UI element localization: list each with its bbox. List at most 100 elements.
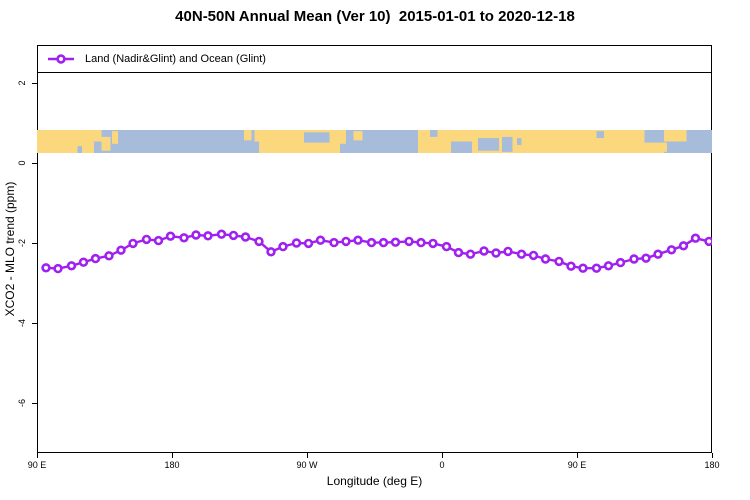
y-axis-tick (32, 403, 37, 404)
y-axis-tick (32, 323, 37, 324)
data-point-marker (540, 254, 551, 264)
map-ocean-patch (644, 130, 664, 143)
data-point-marker (690, 233, 701, 243)
data-series-markers (41, 229, 712, 274)
x-axis-tick-label: 90 W (296, 460, 318, 470)
y-axis-tick-label: 2 (17, 80, 27, 86)
data-point-marker (441, 241, 452, 252)
data-point-marker (228, 230, 239, 241)
map-land-patch (101, 136, 111, 151)
data-point-marker (216, 229, 227, 239)
data-point-marker (678, 241, 689, 251)
map-land-segment (37, 130, 94, 153)
data-point-marker (479, 246, 489, 256)
data-point-marker (128, 238, 138, 249)
y-axis-tick (32, 163, 37, 164)
map-ocean-patch (502, 136, 513, 152)
data-point-marker (41, 263, 51, 273)
x-axis-tick (172, 453, 173, 458)
data-point-marker (353, 235, 363, 245)
world-map-strip (37, 130, 712, 153)
data-point-marker (291, 238, 302, 248)
data-point-marker (303, 238, 314, 249)
data-point-marker (78, 257, 89, 267)
data-point-marker (366, 237, 377, 248)
map-ocean-patch (304, 132, 330, 143)
y-axis-tick-label: -4 (17, 319, 27, 328)
data-point-marker (453, 247, 464, 258)
y-axis-tick-label: 0 (17, 160, 27, 166)
data-point-marker (141, 234, 152, 245)
data-point-marker (191, 230, 201, 240)
data-point-marker (153, 235, 164, 246)
map-land-patch (244, 130, 252, 141)
data-point-marker (404, 236, 414, 247)
data-point-marker (378, 237, 389, 248)
data-point-marker (704, 236, 712, 247)
map-ocean-patch (596, 131, 604, 139)
data-point-marker (641, 253, 651, 263)
map-land-patch (353, 131, 363, 141)
x-axis-tick-label: 90 E (27, 460, 47, 470)
data-point-marker (329, 237, 339, 248)
data-point-marker (53, 263, 63, 274)
data-point-marker (615, 257, 626, 268)
y-axis-tick (32, 243, 37, 244)
data-point-marker (428, 238, 438, 249)
data-point-marker (591, 263, 602, 273)
data-point-marker (266, 247, 276, 257)
data-point-marker (465, 249, 476, 259)
map-land-patch (94, 130, 102, 142)
map-ocean-patch (77, 146, 82, 153)
map-ocean-patch (340, 143, 346, 153)
y-axis-tick-label: -6 (17, 399, 27, 408)
legend-label: Land (Nadir&Glint) and Ocean (Glint) (85, 53, 266, 65)
data-point-marker (390, 237, 401, 247)
y-axis-tick-label: -2 (17, 239, 27, 248)
data-point-marker (653, 249, 663, 259)
data-point-marker (629, 254, 639, 264)
plot-canvas (37, 130, 712, 274)
data-point-marker (66, 261, 77, 271)
map-ocean-patch (517, 138, 522, 145)
data-point-marker (666, 245, 677, 255)
y-axis-tick (32, 83, 37, 84)
legend-box: Land (Nadir&Glint) and Ocean (Glint) (37, 45, 712, 73)
data-point-marker (203, 231, 213, 241)
data-point-marker (90, 253, 101, 264)
data-point-marker (603, 261, 614, 271)
data-point-marker (503, 246, 513, 257)
x-axis-tick (712, 453, 713, 458)
data-point-marker (179, 233, 189, 243)
data-point-marker (528, 250, 539, 261)
data-point-marker (315, 235, 326, 245)
map-ocean-patch (254, 141, 259, 153)
chart-title: 40N-50N Annual Mean (Ver 10) 2015-01-01 … (175, 8, 575, 25)
x-axis-title: Longitude (deg E) (326, 474, 423, 488)
x-axis-tick (307, 453, 308, 458)
map-land-segment (254, 130, 346, 153)
y-axis-title: XCO2 - MLO trend (ppm) (3, 181, 17, 317)
x-axis-tick-label: 180 (704, 460, 720, 470)
data-point-marker (104, 251, 114, 261)
map-ocean-patch (430, 130, 438, 137)
data-point-marker (278, 241, 288, 252)
map-ocean-patch (478, 138, 499, 151)
legend-series-marker-icon (48, 54, 74, 64)
data-point-marker (165, 231, 176, 241)
map-land-patch (112, 131, 118, 144)
map-ocean-patch (451, 141, 472, 153)
x-axis-tick-label: 90 E (567, 460, 587, 470)
x-axis-tick-label: 180 (164, 460, 180, 470)
data-point-marker (554, 256, 564, 267)
map-land-patch (664, 130, 687, 142)
x-axis-tick (442, 453, 443, 458)
data-point-marker (516, 249, 527, 259)
data-point-marker (116, 245, 126, 255)
data-point-marker (254, 236, 264, 247)
data-point-marker (578, 263, 588, 273)
data-point-marker (240, 232, 251, 242)
x-axis-tick-label: 0 (439, 460, 445, 470)
data-point-marker (566, 261, 576, 271)
